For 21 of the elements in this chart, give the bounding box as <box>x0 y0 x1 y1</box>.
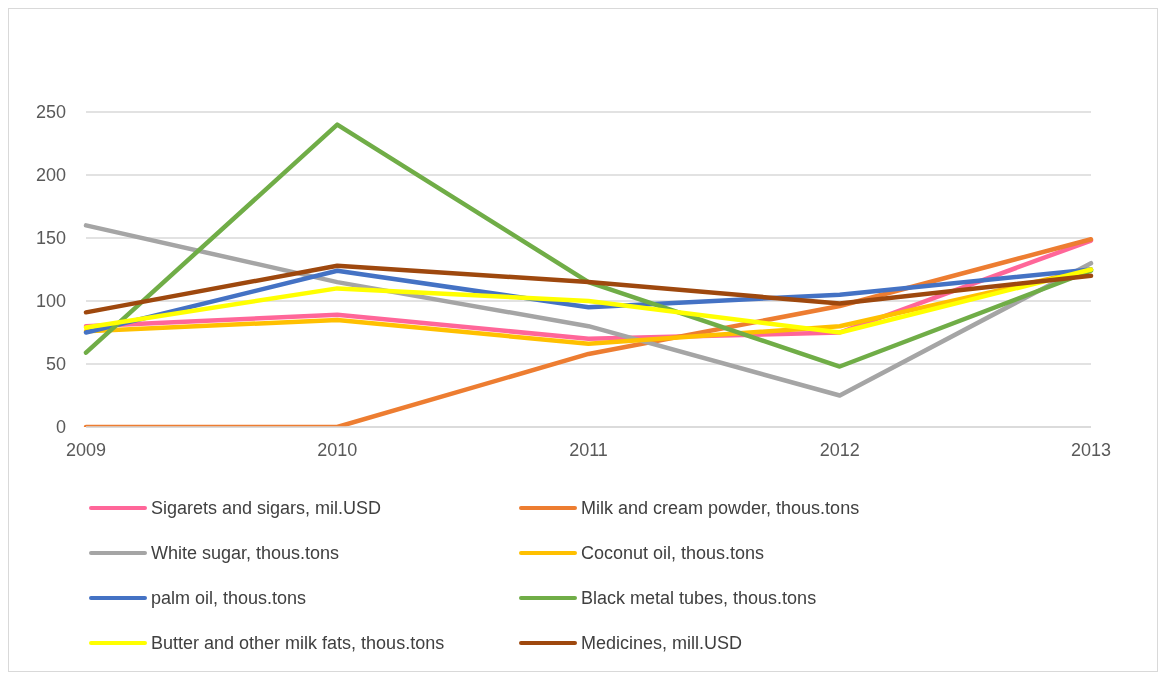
y-tick-label: 150 <box>35 228 66 249</box>
x-tick-label: 2011 <box>569 439 608 460</box>
legend-label: palm oil, thous.tons <box>151 587 307 609</box>
legend-label: Medicines, mill.USD <box>581 632 743 654</box>
y-tick-label: 200 <box>35 165 66 186</box>
y-tick-label: 250 <box>35 102 66 123</box>
x-tick-label: 2009 <box>65 439 107 460</box>
x-tick-label: 2013 <box>1070 439 1112 460</box>
legend-label: Black metal tubes, thous.tons <box>581 587 817 609</box>
y-tick-label: 50 <box>45 354 66 375</box>
legend-label: White sugar, thous.tons <box>151 542 340 564</box>
x-tick-label: 2010 <box>317 439 358 460</box>
y-tick-label: 0 <box>55 417 66 438</box>
y-tick-label: 100 <box>35 291 66 312</box>
line-series <box>83 122 1094 369</box>
legend-label: Sigarets and sigars, mil.USD <box>151 497 382 519</box>
legend-label: Milk and cream powder, thous.tons <box>581 497 860 519</box>
legend-label: Butter and other milk fats, thous.tons <box>151 632 445 654</box>
line-series <box>83 263 1094 315</box>
x-tick-label: 2012 <box>819 439 860 460</box>
legend-label: Coconut oil, thous.tons <box>581 542 765 564</box>
